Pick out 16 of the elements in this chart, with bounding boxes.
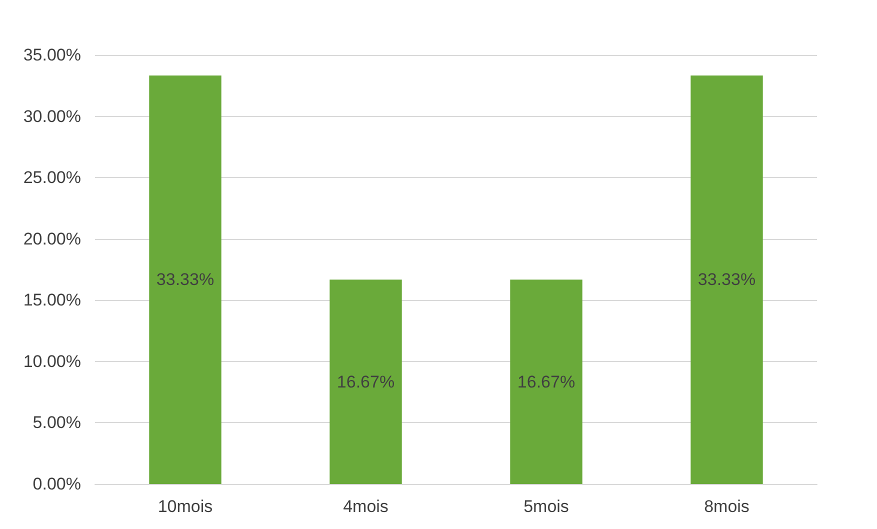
y-tick-label: 0.00%: [32, 474, 81, 494]
data-label: 33.33%: [698, 270, 756, 290]
data-label: 16.67%: [336, 372, 395, 392]
x-tick-label: 5mois: [524, 497, 569, 516]
x-tick-label: 10mois: [158, 497, 213, 516]
y-tick-label: 30.00%: [23, 106, 81, 126]
y-tick-label: 25.00%: [23, 168, 81, 188]
x-tick-label: 8mois: [704, 497, 750, 516]
y-tick-label: 15.00%: [23, 290, 81, 310]
y-tick-label: 35.00%: [23, 46, 81, 64]
y-tick-label: 20.00%: [23, 229, 81, 248]
x-tick-label: 4mois: [343, 497, 388, 516]
y-tick-label: 5.00%: [32, 413, 81, 432]
data-label: 16.67%: [517, 372, 576, 392]
y-tick-label: 10.00%: [23, 352, 81, 371]
data-label: 33.33%: [156, 270, 214, 290]
